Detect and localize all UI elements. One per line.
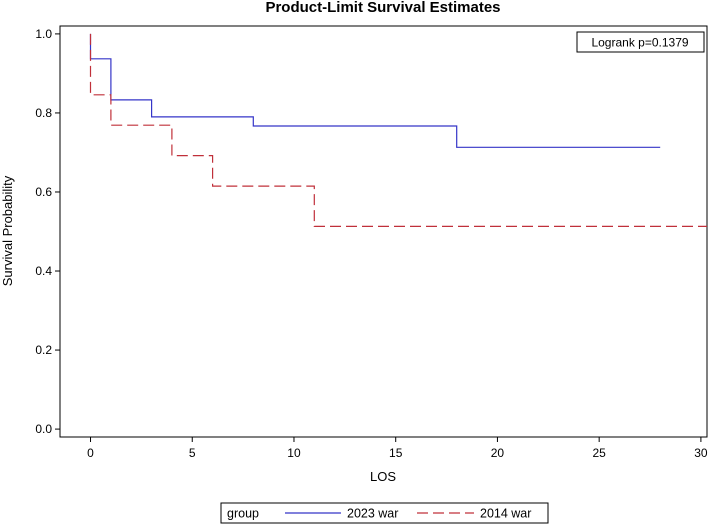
- x-tick-label: 20: [491, 446, 505, 460]
- annotation-box: [576, 31, 705, 53]
- y-tick-label: 0.6: [35, 185, 52, 199]
- x-axis: 0 5 10 15 20 25 30: [87, 437, 708, 460]
- legend-box: [220, 502, 549, 524]
- legend-label-2014-war: 2014 war: [480, 507, 531, 521]
- series-line-2014-war: [89, 33, 707, 227]
- x-tick-label: 25: [592, 446, 606, 460]
- x-tick-label: 30: [694, 446, 708, 460]
- chart-title: Product-Limit Survival Estimates: [265, 0, 500, 16]
- x-axis-label: LOS: [370, 469, 396, 484]
- series-lines: [89, 33, 707, 227]
- x-tick-label: 5: [189, 446, 196, 460]
- logrank-annotation: Logrank p=0.1379: [576, 31, 705, 53]
- legend: group 2023 war 2014 war: [220, 502, 549, 524]
- y-tick-label: 1.0: [35, 27, 52, 41]
- legend-label-2023-war: 2023 war: [347, 507, 398, 521]
- annotation-text: Logrank p=0.1379: [591, 36, 688, 50]
- x-tick-label: 10: [287, 446, 301, 460]
- plot-area-frame: [59, 25, 708, 438]
- legend-title: group: [227, 507, 259, 521]
- series-line-2023-war: [89, 33, 661, 148]
- y-axis: 0.0 0.2 0.4 0.6 0.8 1.0: [35, 27, 60, 436]
- y-tick-label: 0.0: [35, 422, 52, 436]
- y-tick-label: 0.8: [35, 106, 52, 120]
- x-tick-label: 15: [389, 446, 403, 460]
- x-tick-label: 0: [87, 446, 94, 460]
- y-axis-label: Survival Probability: [0, 175, 15, 286]
- y-tick-label: 0.2: [35, 343, 52, 357]
- y-tick-label: 0.4: [35, 264, 52, 278]
